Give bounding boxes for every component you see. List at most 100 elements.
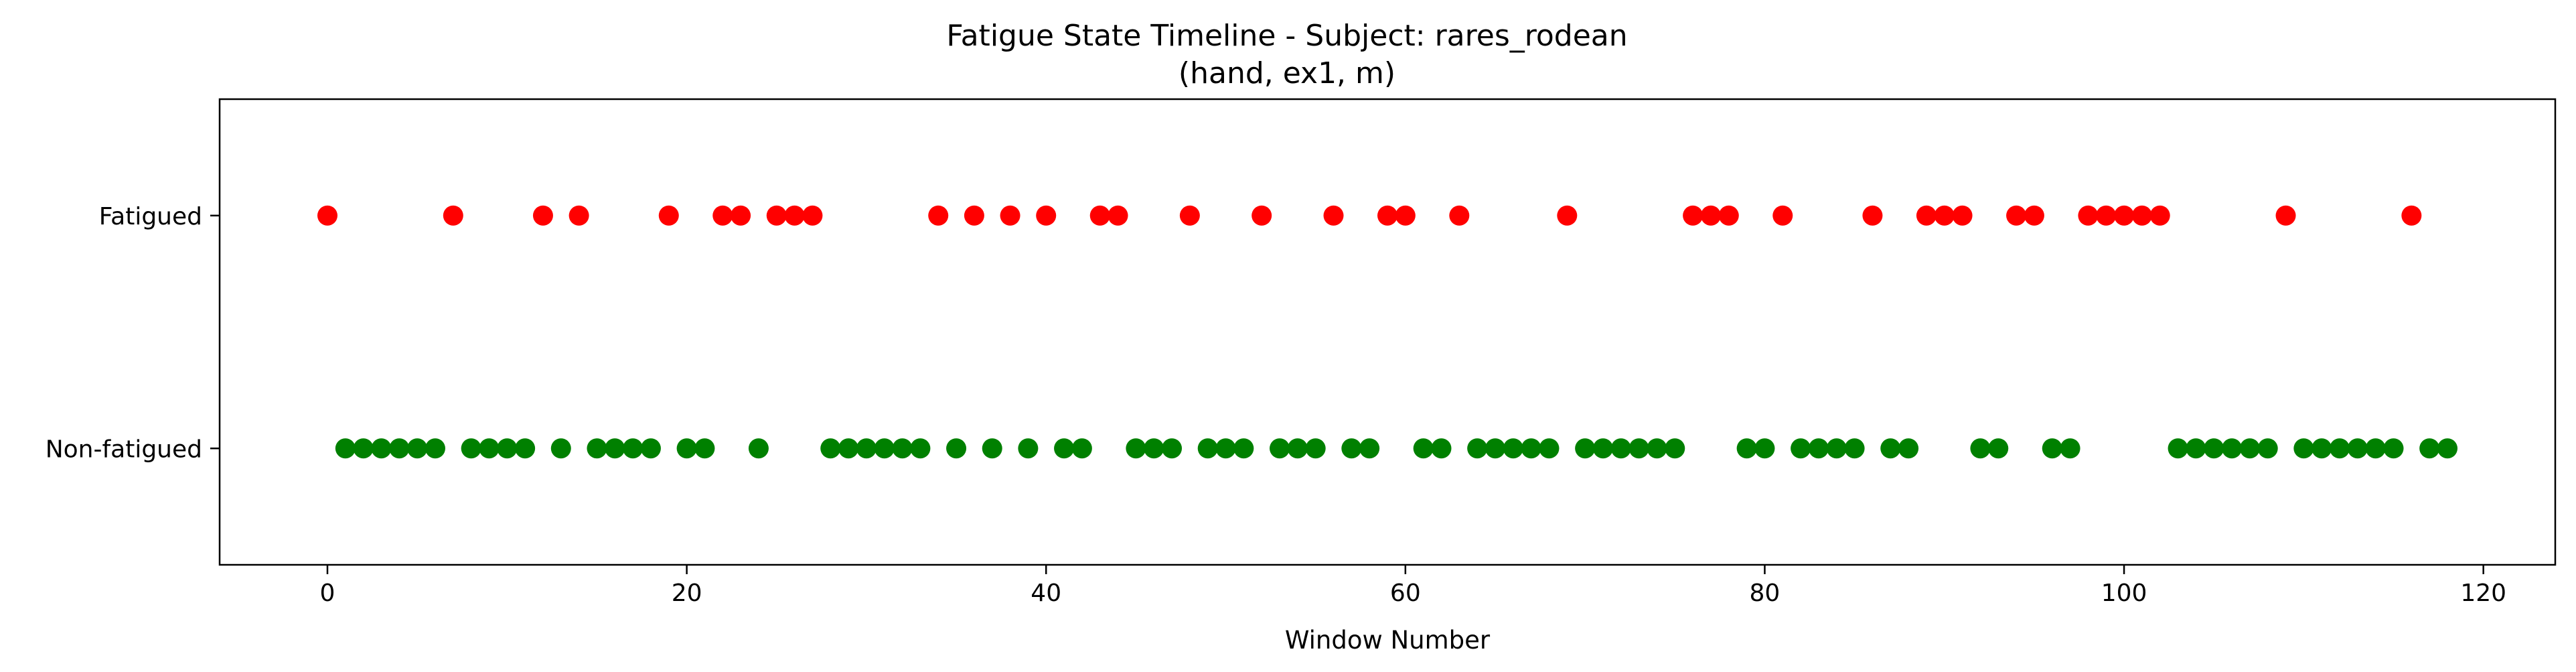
point-series1-25 bbox=[982, 438, 1002, 459]
point-series0-2 bbox=[532, 205, 553, 226]
point-series0-14 bbox=[1089, 205, 1110, 226]
point-series0-37 bbox=[2149, 205, 2170, 226]
point-series1-48 bbox=[1592, 438, 1613, 459]
point-series1-28 bbox=[1071, 438, 1092, 459]
point-series0-33 bbox=[2078, 205, 2099, 226]
point-series1-7 bbox=[479, 438, 500, 459]
point-series0-20 bbox=[1395, 205, 1416, 226]
point-series1-76 bbox=[2383, 438, 2404, 459]
point-series0-7 bbox=[766, 205, 787, 226]
y-axis-ticks: Fatigued Non-fatigued bbox=[46, 203, 220, 463]
point-series0-8 bbox=[784, 205, 805, 226]
x-tick-label-5: 100 bbox=[2101, 580, 2147, 607]
point-series1-6 bbox=[461, 438, 481, 459]
point-series1-63 bbox=[2042, 438, 2062, 459]
chart-subtitle: (hand, ex1, m) bbox=[1179, 56, 1395, 90]
point-series0-17 bbox=[1252, 205, 1272, 226]
point-series1-17 bbox=[748, 438, 769, 459]
x-tick-label-2: 40 bbox=[1031, 580, 1061, 607]
point-series1-72 bbox=[2312, 438, 2332, 459]
x-tick-label-0: 0 bbox=[320, 580, 335, 607]
point-series1-66 bbox=[2186, 438, 2206, 459]
point-series0-26 bbox=[1772, 205, 1793, 226]
point-series0-6 bbox=[731, 205, 751, 226]
point-series0-0 bbox=[317, 205, 337, 226]
point-series1-65 bbox=[2168, 438, 2188, 459]
point-series1-59 bbox=[1880, 438, 1901, 459]
scatter-points bbox=[317, 205, 2458, 459]
point-series1-14 bbox=[640, 438, 661, 459]
point-series1-58 bbox=[1844, 438, 1865, 459]
point-series1-47 bbox=[1575, 438, 1596, 459]
point-series0-31 bbox=[2006, 205, 2027, 226]
point-series0-25 bbox=[1718, 205, 1739, 226]
point-series1-57 bbox=[1826, 438, 1847, 459]
point-series1-60 bbox=[1898, 438, 1919, 459]
point-series1-49 bbox=[1610, 438, 1631, 459]
point-series1-68 bbox=[2222, 438, 2243, 459]
point-series1-2 bbox=[371, 438, 392, 459]
point-series1-45 bbox=[1521, 438, 1541, 459]
point-series1-30 bbox=[1144, 438, 1164, 459]
y-tick-label-1: Non-fatigued bbox=[46, 435, 202, 463]
point-series0-32 bbox=[2024, 205, 2044, 226]
point-series0-23 bbox=[1683, 205, 1703, 226]
x-axis-label: Window Number bbox=[1285, 626, 1491, 655]
point-series1-9 bbox=[515, 438, 536, 459]
point-series1-36 bbox=[1287, 438, 1308, 459]
point-series1-0 bbox=[335, 438, 356, 459]
point-series1-1 bbox=[353, 438, 374, 459]
point-series0-30 bbox=[1952, 205, 1973, 226]
point-series1-3 bbox=[389, 438, 410, 459]
point-series1-64 bbox=[2060, 438, 2080, 459]
point-series1-78 bbox=[2437, 438, 2458, 459]
point-series1-26 bbox=[1018, 438, 1039, 459]
point-series1-18 bbox=[820, 438, 841, 459]
point-series0-21 bbox=[1449, 205, 1470, 226]
point-series1-67 bbox=[2204, 438, 2224, 459]
point-series0-24 bbox=[1700, 205, 1721, 226]
y-tick-label-0: Fatigued bbox=[99, 203, 202, 230]
point-series0-27 bbox=[1862, 205, 1883, 226]
point-series1-73 bbox=[2330, 438, 2350, 459]
point-series1-53 bbox=[1736, 438, 1757, 459]
x-tick-label-3: 60 bbox=[1390, 580, 1421, 607]
point-series0-5 bbox=[712, 205, 733, 226]
point-series1-10 bbox=[550, 438, 571, 459]
point-series0-22 bbox=[1557, 205, 1578, 226]
point-series1-69 bbox=[2239, 438, 2260, 459]
point-series1-38 bbox=[1341, 438, 1362, 459]
point-series1-40 bbox=[1413, 438, 1434, 459]
point-series1-42 bbox=[1467, 438, 1488, 459]
point-series1-56 bbox=[1808, 438, 1829, 459]
point-series0-13 bbox=[1036, 205, 1057, 226]
point-series0-36 bbox=[2131, 205, 2152, 226]
point-series0-29 bbox=[1934, 205, 1955, 226]
point-series1-37 bbox=[1305, 438, 1326, 459]
point-series1-71 bbox=[2293, 438, 2314, 459]
point-series0-19 bbox=[1377, 205, 1397, 226]
point-series1-29 bbox=[1126, 438, 1146, 459]
point-series1-32 bbox=[1197, 438, 1218, 459]
point-series0-18 bbox=[1323, 205, 1344, 226]
plot-area-frame bbox=[218, 98, 2557, 566]
point-series1-51 bbox=[1647, 438, 1667, 459]
point-series0-1 bbox=[443, 205, 463, 226]
point-series1-34 bbox=[1233, 438, 1254, 459]
point-series0-3 bbox=[569, 205, 589, 226]
point-series1-70 bbox=[2257, 438, 2278, 459]
point-series1-50 bbox=[1628, 438, 1649, 459]
point-series1-31 bbox=[1162, 438, 1183, 459]
point-series0-10 bbox=[928, 205, 949, 226]
point-series1-62 bbox=[1988, 438, 2009, 459]
point-series0-9 bbox=[802, 205, 823, 226]
point-series0-12 bbox=[1000, 205, 1020, 226]
point-series1-22 bbox=[892, 438, 913, 459]
point-series1-21 bbox=[874, 438, 895, 459]
point-series1-74 bbox=[2347, 438, 2368, 459]
point-series0-35 bbox=[2114, 205, 2135, 226]
point-series1-20 bbox=[856, 438, 877, 459]
point-series1-13 bbox=[623, 438, 643, 459]
x-tick-label-1: 20 bbox=[672, 580, 702, 607]
